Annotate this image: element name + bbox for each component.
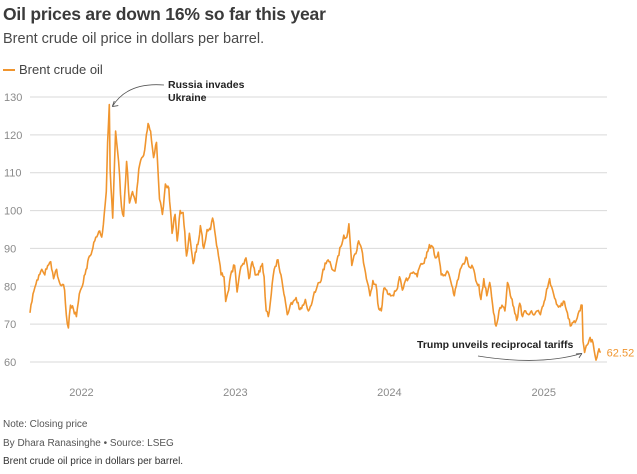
y-tick-label: 110: [4, 168, 22, 180]
annotation-russia-line1: Russia invades: [168, 79, 245, 91]
byline-text: By Dhara Ranasinghe • Source: LSEG: [3, 438, 174, 449]
annotation-tariffs-arrowhead: [575, 352, 583, 359]
annotation-tariffs-arrow: [477, 353, 583, 361]
chart-subtitle: Brent crude oil price in dollars per bar…: [3, 31, 265, 47]
y-tick-label: 60: [4, 357, 16, 369]
legend-label: Brent crude oil: [19, 62, 103, 77]
chart-title: Oil prices are down 16% so far this year: [3, 4, 326, 24]
caption-text: Brent crude oil price in dollars per bar…: [3, 456, 184, 467]
annotation-tariffs: Trump unveils reciprocal tariffs: [417, 339, 574, 351]
last-value-label: 62.52: [607, 347, 635, 359]
y-tick-label: 100: [4, 206, 22, 218]
annotation-russia-line2: Ukraine: [168, 92, 207, 104]
x-tick-label: 2022: [69, 387, 93, 399]
series-line-brent: [29, 103, 602, 361]
x-tick-label: 2025: [531, 387, 555, 399]
annotation-russia-arrow: [111, 84, 165, 107]
y-tick-label: 70: [4, 319, 16, 331]
note-text: Note: Closing price: [3, 419, 88, 430]
y-tick-label: 120: [4, 130, 22, 142]
y-tick-label: 80: [4, 281, 16, 293]
legend-swatch: [3, 68, 15, 71]
y-tick-label: 130: [4, 92, 22, 104]
y-tick-label: 90: [4, 243, 16, 255]
annotation-russia-arrowhead: [111, 100, 119, 108]
x-tick-label: 2024: [377, 387, 401, 399]
legend: Brent crude oil: [3, 62, 103, 77]
x-tick-label: 2023: [223, 387, 247, 399]
